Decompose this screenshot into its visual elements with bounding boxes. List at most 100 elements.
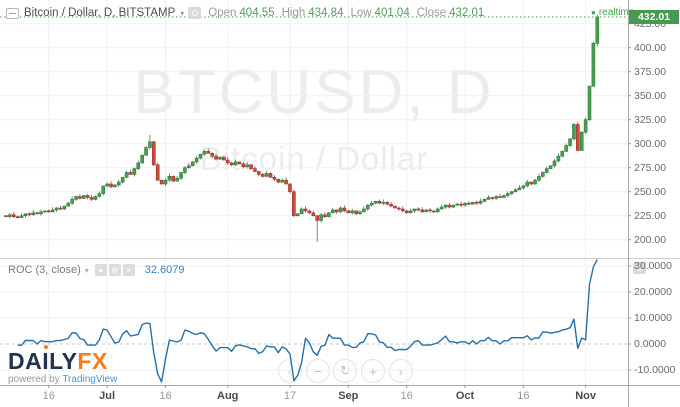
candle-body (284, 179, 288, 185)
price-tick-label: 400.00 (634, 41, 667, 54)
price-tick-label: 300.00 (634, 137, 667, 150)
candle-body (66, 202, 71, 207)
candle-body (276, 178, 281, 183)
logo-text: DA (8, 348, 43, 374)
tradingview-link[interactable]: TradingView (62, 374, 118, 385)
candle-body (502, 195, 506, 198)
watermark-name: Bitcoin / Dollar (199, 140, 429, 177)
gear-icon[interactable]: ⚙ (108, 264, 121, 276)
candle-body (288, 183, 292, 193)
candle-body (393, 205, 397, 209)
candle-body (494, 196, 498, 199)
eye-icon[interactable]: ● (94, 264, 107, 276)
expand-pane-icon[interactable]: ⇅ (633, 262, 646, 274)
candle-body (432, 210, 436, 213)
time-tick-label[interactable]: Nov (575, 390, 596, 402)
candle-body (78, 196, 82, 199)
candle-body (27, 213, 32, 216)
candle-body (93, 196, 98, 200)
candle-body (74, 196, 78, 200)
candle-body (46, 210, 51, 213)
candle-body (319, 214, 323, 221)
time-tick-label[interactable]: Sep (338, 390, 359, 402)
open-value: 404.55 (239, 7, 275, 19)
close-icon[interactable]: × (122, 264, 135, 276)
candle-body (292, 191, 296, 216)
scroll-left-button[interactable]: ‹ (278, 359, 302, 383)
candle-body (389, 203, 393, 207)
candle-body (327, 212, 331, 217)
candle-body (362, 208, 366, 213)
watermark: BTCUSD, D Bitcoin / Dollar (0, 62, 628, 178)
candle-body (350, 210, 355, 214)
roc-title[interactable]: ROC (3, close) (8, 264, 81, 276)
candle-body (120, 177, 125, 183)
price-tick-label: 250.00 (634, 185, 667, 198)
candle-body (15, 216, 20, 218)
candle-body (506, 193, 510, 196)
candle-body (295, 213, 300, 216)
collapse-pane-icon[interactable] (6, 7, 19, 19)
candle-body (159, 179, 164, 185)
time-tick-label[interactable]: 16 (400, 390, 413, 402)
chevron-down-icon[interactable]: ▾ (180, 8, 185, 18)
candle-body (101, 185, 106, 194)
time-tick-label[interactable]: Oct (455, 390, 475, 402)
scroll-right-button[interactable]: › (388, 359, 413, 383)
candle-body (521, 185, 526, 189)
candle-body (463, 202, 467, 206)
candle-body (451, 204, 456, 208)
time-axis[interactable] (0, 386, 680, 407)
candle-body (85, 195, 90, 198)
candle-body (498, 196, 502, 198)
candle-body (404, 210, 409, 214)
time-tick-label[interactable]: 16 (517, 390, 530, 402)
time-tick-label[interactable]: Aug (217, 390, 239, 402)
candle-body (43, 210, 47, 213)
candle-body (54, 207, 59, 211)
candle-body (474, 201, 479, 204)
candle-body (82, 195, 86, 199)
price-tick-label: 375.00 (634, 65, 667, 78)
roc-value: 32.6079 (144, 264, 185, 276)
roc-tick-label: -10.0000 (634, 364, 676, 376)
candle-body (533, 179, 537, 185)
open-label: Open (208, 7, 237, 19)
candle-body (50, 209, 55, 213)
time-tick-label[interactable]: 17 (283, 390, 297, 402)
price-axis[interactable] (628, 0, 680, 407)
low-value: 401.04 (374, 7, 410, 19)
realtime-badge: ● realtime (591, 7, 634, 18)
candle-body (467, 202, 471, 205)
camera-icon[interactable] (188, 7, 202, 19)
chevron-down-icon[interactable]: ▾ (84, 265, 89, 275)
candle-body (358, 211, 362, 215)
candle-body (113, 184, 117, 188)
candle-body (412, 208, 417, 212)
close-value: 432.01 (449, 7, 485, 19)
candle-body (416, 208, 421, 211)
price-tick-label: 350.00 (634, 89, 667, 102)
reset-view-button[interactable]: ↻ (333, 359, 358, 383)
price-tick-label: 200.00 (634, 233, 667, 246)
logo-text: FX (77, 348, 108, 374)
candle-body (19, 215, 24, 218)
candle-body (58, 207, 63, 210)
candle-body (280, 179, 284, 183)
candle-body (447, 204, 452, 208)
candle-body (595, 16, 600, 44)
candle-body (459, 203, 463, 206)
symbol-title[interactable]: Bitcoin / Dollar, D, BITSTAMP (24, 7, 176, 19)
dailyfx-logo[interactable]: DAILYFX powered by TradingView (8, 350, 117, 385)
high-value: 434.84 (308, 7, 344, 19)
time-tick-label[interactable]: 16 (159, 390, 172, 402)
time-tick-label[interactable]: 16 (42, 390, 55, 402)
high-label: High (281, 7, 306, 19)
zoom-in-button[interactable]: + (361, 359, 386, 383)
time-tick-label[interactable]: Jul (99, 390, 116, 402)
logo-text: LY (49, 348, 78, 374)
candle-body (117, 181, 121, 186)
zoom-out-button[interactable]: − (305, 359, 330, 383)
candle-body (307, 210, 312, 214)
candle-body (397, 207, 401, 210)
